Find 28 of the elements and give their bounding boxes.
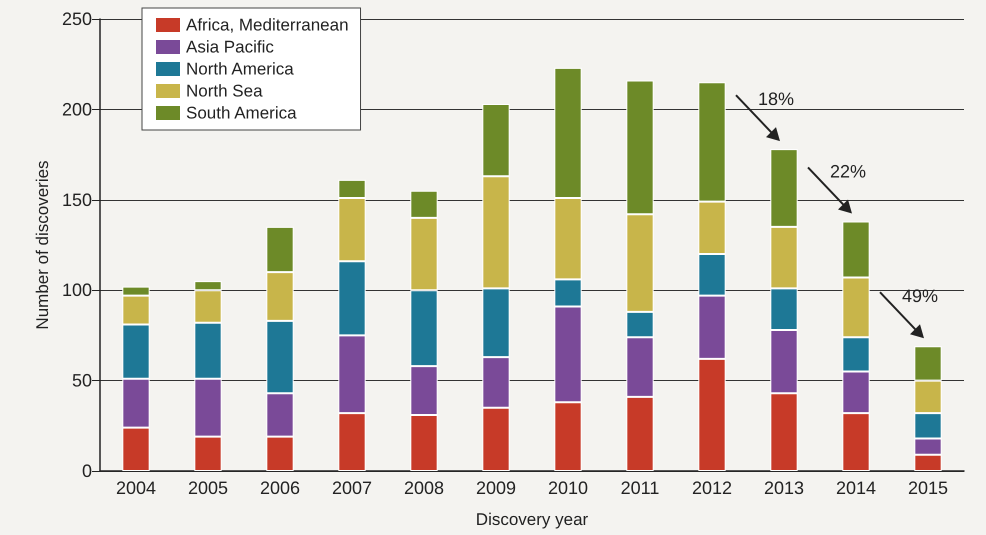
legend-label: South America (186, 104, 298, 122)
x-tick-label: 2011 (620, 478, 660, 498)
y-tick-label: 50 (72, 370, 92, 391)
x-axis-title: Discovery year (476, 510, 589, 529)
annotation: 18% (758, 89, 794, 110)
x-tick-label: 2010 (548, 478, 588, 498)
x-tick-label: 2004 (116, 478, 156, 498)
x-tick-label: 2012 (692, 478, 732, 498)
annotation: 49% (902, 286, 938, 306)
x-tick-label: 2008 (404, 478, 444, 498)
legend-label: North America (186, 60, 294, 78)
x-tick-label: 2009 (476, 478, 516, 498)
legend-label: North Sea (186, 82, 264, 100)
legend-label: Africa, Mediterranean (186, 16, 349, 34)
x-tick-label: 2005 (188, 478, 228, 498)
y-axis-title: Number of discoveries (33, 160, 52, 330)
x-tick-label: 2007 (332, 478, 372, 498)
y-tick-label: 250 (62, 9, 92, 29)
annotation: 22% (830, 161, 866, 182)
y-tick-label: 150 (62, 190, 92, 210)
y-tick-label: 200 (62, 99, 92, 120)
x-tick-label: 2006 (260, 478, 300, 498)
x-tick-label: 2014 (836, 478, 876, 498)
y-tick-label: 100 (62, 280, 92, 300)
legend-label: Asia Pacific (186, 38, 274, 56)
x-tick-label: 2015 (908, 478, 948, 498)
x-tick-label: 2013 (764, 478, 804, 498)
y-tick-label: 0 (82, 461, 92, 481)
